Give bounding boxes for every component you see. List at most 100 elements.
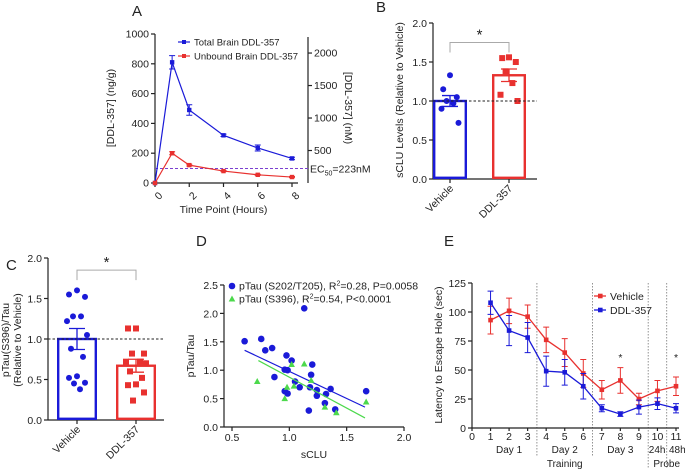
panel-b-chart xyxy=(429,22,537,183)
y-tick-label: 0.5 xyxy=(27,375,42,387)
data-point xyxy=(543,337,549,343)
y-tick-label: 0.0 xyxy=(27,415,42,427)
data-point xyxy=(221,168,226,174)
data-point xyxy=(66,291,72,298)
data-point xyxy=(308,361,316,368)
data-point xyxy=(268,344,276,352)
panel-label-b: B xyxy=(376,0,386,16)
x-tick-label: 4 xyxy=(543,431,549,443)
x-tick-label: 5 xyxy=(562,431,568,443)
data-point xyxy=(64,318,70,325)
legend-label-sup: 2 xyxy=(310,294,314,301)
panel-e-chart xyxy=(468,282,679,468)
data-point xyxy=(141,350,147,357)
y2-tick-label: 1000 xyxy=(314,113,338,125)
phase-label: Probe xyxy=(653,459,680,470)
data-point xyxy=(70,313,76,320)
y2-tick-label: 1500 xyxy=(314,80,338,92)
group-label: Day 2 xyxy=(552,445,579,456)
data-point xyxy=(289,156,295,161)
y-axis-label: pTau/Tau xyxy=(185,335,197,378)
data-point xyxy=(133,381,139,388)
y-tick-label: 800 xyxy=(131,58,149,70)
data-point xyxy=(525,335,530,340)
panel-a-chart: [DDL-357] (nM) EC50=223nM xyxy=(151,33,371,187)
y-tick-label: 2.0 xyxy=(203,308,218,320)
x-tick-label: 0 xyxy=(469,431,475,443)
data-point xyxy=(125,382,131,389)
bar-ddl-357 xyxy=(115,364,156,421)
legend-label: Unbound Brain DDL-357 xyxy=(194,52,298,63)
group-label: Day 3 xyxy=(607,445,634,456)
y-tick-label: 1.0 xyxy=(27,334,42,346)
data-point xyxy=(362,398,370,405)
data-point xyxy=(307,376,315,383)
y-axis-label-right: [DDL-357] (nM) xyxy=(342,72,354,144)
x-tick-label: Vehicle xyxy=(424,183,457,216)
data-point xyxy=(283,383,291,390)
y-tick-label: 0.0 xyxy=(203,422,218,434)
x-tick-label: 10 xyxy=(652,431,664,443)
data-point xyxy=(455,119,462,126)
data-point xyxy=(333,409,340,416)
error-bar xyxy=(501,68,517,83)
x-tick-label: DDL-357 xyxy=(477,183,515,221)
data-point xyxy=(261,347,269,354)
data-point xyxy=(139,374,145,381)
y-tick-label: 1.5 xyxy=(203,337,218,349)
data-point xyxy=(438,105,445,112)
x-tick-label: Vehicle xyxy=(51,424,84,457)
data-point xyxy=(580,383,586,389)
legend-label: pTau (S396), R2=0.54, P<0.0001 xyxy=(239,294,391,306)
legend-label: pTau (S202/T205), R2=0.28, P=0.0058 xyxy=(239,281,418,293)
legend-label: Vehicle xyxy=(610,291,644,303)
data-point xyxy=(514,98,521,104)
data-point xyxy=(290,382,298,389)
data-point xyxy=(562,370,568,375)
data-point xyxy=(506,328,512,333)
data-point xyxy=(255,172,260,178)
series-unbound xyxy=(152,54,295,186)
data-point xyxy=(321,399,329,407)
legend-label: Total Brain DDL-357 xyxy=(194,38,280,49)
y-tick-label: 1.5 xyxy=(412,57,427,69)
y-tick-label: 1000 xyxy=(126,29,150,41)
x-axis-label: Time Point (Hours) xyxy=(180,204,268,216)
y-tick-label: 600 xyxy=(131,88,149,100)
legend-label-rest: =0.28, P=0.0058 xyxy=(340,281,418,293)
legend-label: DDL-357 xyxy=(610,305,652,317)
error-bar xyxy=(442,94,458,108)
y2-tick-label: 500 xyxy=(314,145,332,157)
legend-label-main: pTau (S202/T205), R xyxy=(239,281,337,293)
data-point xyxy=(221,133,226,138)
legend-label-rest: =0.54, P<0.0001 xyxy=(314,294,392,306)
data-point xyxy=(313,392,321,400)
data-point xyxy=(152,180,158,186)
series-s202-t205: pTau (S202/T205), R2 =0.28, P=0.0058 xyxy=(228,281,418,414)
data-point xyxy=(129,350,135,357)
data-point xyxy=(125,325,131,332)
y-tick-label: 0.5 xyxy=(203,394,218,406)
x-tick-label: 4 xyxy=(221,190,234,203)
data-point xyxy=(599,387,605,393)
y2-tick-label: 2000 xyxy=(314,48,338,60)
y-axis-label-line2: (Relative to Vehicle) xyxy=(12,293,24,386)
data-point xyxy=(296,383,303,391)
y-tick-label: 0 xyxy=(143,178,149,190)
y-axis-label: pTau(S396)/Tau xyxy=(0,303,12,377)
y-tick-label: 1.0 xyxy=(203,365,218,377)
y-tick-label: 0 xyxy=(460,423,466,435)
legend-marker xyxy=(228,295,236,302)
x-tick-label: DDL-357 xyxy=(104,424,142,462)
bar-vehicle xyxy=(433,99,468,180)
group-label: 48h xyxy=(669,445,685,456)
data-point xyxy=(169,60,175,65)
data-point xyxy=(502,68,509,75)
x-tick-label: 9 xyxy=(636,431,642,443)
data-point xyxy=(68,345,74,352)
x-tick-label: 1.0 xyxy=(282,432,297,444)
y-tick-label: 25 xyxy=(454,394,466,406)
x-tick-label: 11 xyxy=(671,431,682,443)
data-point xyxy=(497,91,504,98)
ec50-label-rest: =223nM xyxy=(332,164,370,176)
